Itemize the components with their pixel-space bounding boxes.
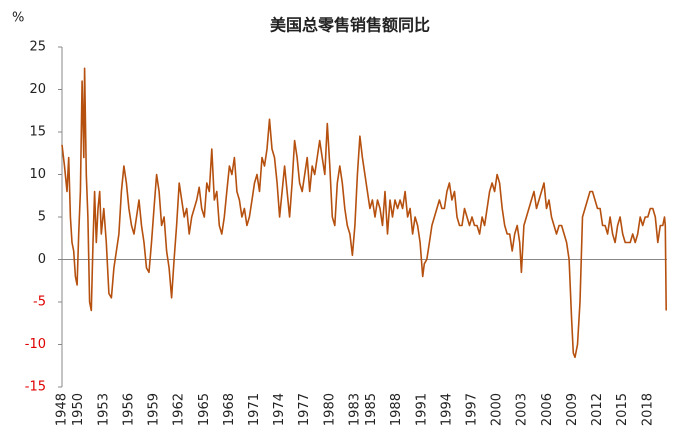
x-tick-label: 1983 [347, 393, 362, 426]
x-tick-label: 1980 [322, 393, 337, 426]
x-tick-label: 1962 [172, 393, 187, 426]
x-tick-label: 1965 [197, 393, 212, 426]
y-tick-label: 20 [29, 82, 46, 97]
data-line [61, 67, 667, 359]
y-tick-label: 25 [29, 40, 46, 55]
chart-title: 美国总零售销售额同比 [270, 16, 430, 35]
x-tick-label: 2012 [590, 393, 605, 426]
x-tick-label: 1968 [222, 393, 237, 426]
x-tick-label: 2018 [640, 393, 655, 426]
x-tick-label: 1985 [364, 393, 379, 426]
y-tick-label: 15 [29, 125, 46, 140]
x-tick-label: 2006 [540, 393, 555, 426]
x-tick-label: 1977 [297, 393, 312, 426]
x-tick-label: 1959 [147, 393, 162, 426]
x-tick-label: 1971 [247, 393, 262, 426]
x-tick-label: 1956 [121, 393, 136, 426]
x-tick-label: 1948 [55, 393, 70, 426]
x-tick-label: 2009 [565, 393, 580, 426]
x-tick-label: 1988 [389, 393, 404, 426]
y-tick-label: -10 [25, 337, 46, 352]
x-tick-label: 1953 [96, 393, 111, 426]
x-tick-label: 2000 [490, 393, 505, 426]
x-tick-label: 1950 [71, 393, 86, 426]
x-tick-label: 1991 [414, 393, 429, 426]
x-tick-label: 1974 [272, 393, 287, 426]
y-tick-label: -5 [33, 295, 46, 310]
y-tick-label: -15 [25, 380, 46, 395]
y-axis-label: % [12, 11, 24, 26]
x-tick-label: 1997 [465, 393, 480, 426]
x-tick-label: 2003 [515, 393, 530, 426]
x-tick-label: 2015 [615, 393, 630, 426]
y-tick-label: 5 [38, 210, 46, 225]
y-tick-label: 0 [38, 252, 46, 267]
x-tick-label: 1994 [439, 393, 454, 426]
y-tick-label: 10 [29, 167, 46, 182]
